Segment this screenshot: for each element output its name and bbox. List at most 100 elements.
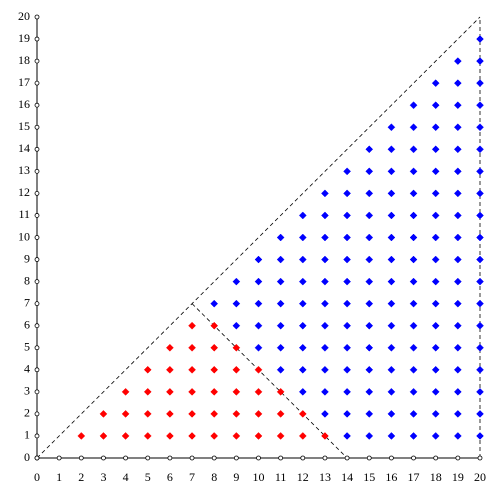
x-tick-label: 7 — [189, 470, 195, 484]
x-tick-label: 17 — [408, 470, 420, 484]
point — [232, 410, 241, 418]
point — [453, 57, 462, 65]
point — [476, 343, 484, 352]
point — [343, 167, 351, 176]
point — [431, 432, 440, 440]
point — [409, 343, 418, 352]
point — [298, 432, 307, 440]
point — [276, 321, 285, 330]
point — [409, 255, 418, 264]
point — [387, 299, 396, 308]
point — [365, 387, 374, 396]
point — [298, 343, 307, 352]
point — [453, 321, 462, 330]
point — [298, 321, 307, 330]
point — [321, 387, 329, 396]
x-tick-label: 3 — [100, 470, 106, 484]
point — [232, 277, 241, 286]
point — [431, 189, 440, 198]
point — [387, 410, 396, 418]
point — [365, 432, 374, 440]
point — [321, 321, 329, 330]
x-tick-label: 16 — [385, 470, 397, 484]
point — [166, 365, 174, 374]
point — [476, 123, 484, 132]
point — [453, 365, 462, 374]
point — [431, 299, 440, 308]
y-tick-mark — [34, 124, 40, 130]
point — [409, 145, 418, 154]
point — [453, 277, 462, 286]
point — [254, 410, 263, 418]
point — [298, 387, 307, 396]
y-tick-label: 13 — [18, 163, 30, 177]
y-tick-label: 5 — [24, 340, 30, 354]
point — [409, 321, 418, 330]
point — [343, 432, 351, 440]
point — [343, 343, 351, 352]
x-tick-label: 4 — [123, 470, 129, 484]
point — [365, 343, 374, 352]
y-tick-label: 2 — [24, 406, 30, 420]
point — [143, 365, 152, 374]
point — [321, 189, 329, 198]
y-tick-label: 0 — [24, 450, 30, 464]
point — [232, 432, 241, 440]
point — [343, 365, 351, 374]
x-tick-label: 11 — [275, 470, 287, 484]
point — [365, 365, 374, 374]
point — [143, 410, 152, 418]
point — [387, 365, 396, 374]
point — [409, 123, 418, 132]
x-tick-label: 13 — [319, 470, 331, 484]
point — [232, 343, 241, 352]
point — [254, 321, 263, 330]
point — [365, 145, 374, 154]
y-tick-mark — [34, 389, 40, 395]
point — [453, 410, 462, 418]
point — [431, 79, 440, 88]
point — [99, 410, 108, 418]
point — [343, 321, 351, 330]
point — [188, 410, 196, 418]
point — [298, 211, 307, 220]
point — [321, 410, 329, 418]
point — [188, 432, 196, 440]
point — [431, 410, 440, 418]
point — [343, 277, 351, 286]
y-tick-mark — [34, 146, 40, 152]
reference-line — [191, 303, 348, 459]
point — [321, 432, 329, 440]
point — [365, 277, 374, 286]
point — [431, 387, 440, 396]
point — [387, 211, 396, 220]
point — [409, 277, 418, 286]
point — [276, 255, 285, 264]
x-tick-label: 0 — [34, 470, 40, 484]
y-tick-label: 17 — [18, 75, 30, 89]
point — [188, 387, 196, 396]
point — [298, 277, 307, 286]
y-tick-label: 16 — [18, 97, 30, 111]
y-tick-mark — [34, 14, 40, 20]
y-tick-mark — [34, 102, 40, 108]
x-tick-label: 10 — [253, 470, 265, 484]
x-tick-label: 20 — [474, 470, 486, 484]
point — [476, 321, 484, 330]
y-tick-label: 10 — [18, 229, 30, 243]
x-tick-label: 8 — [211, 470, 217, 484]
point — [298, 299, 307, 308]
y-tick-mark — [34, 345, 40, 351]
y-tick-mark — [34, 168, 40, 174]
point — [210, 432, 219, 440]
point — [254, 299, 263, 308]
point — [387, 321, 396, 330]
y-tick-mark — [34, 36, 40, 42]
point — [343, 387, 351, 396]
x-tick-label: 18 — [430, 470, 442, 484]
point — [254, 432, 263, 440]
point — [409, 410, 418, 418]
point — [476, 79, 484, 88]
x-tick-mark — [211, 455, 217, 461]
point — [431, 255, 440, 264]
